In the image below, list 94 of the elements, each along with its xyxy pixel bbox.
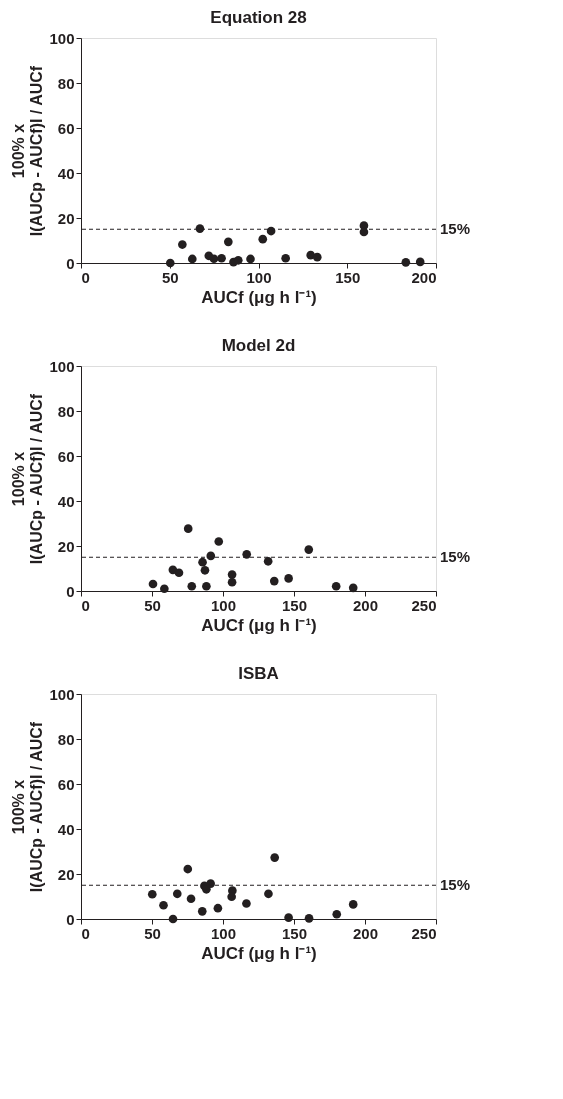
point — [198, 557, 207, 567]
x-axis-title: AUCf (μg h l⁻¹) — [201, 615, 317, 635]
y-tick-label: 20 — [57, 537, 75, 555]
x-tick-label: 150 — [281, 924, 308, 942]
point — [202, 581, 211, 591]
point — [214, 537, 224, 546]
x-axis-title: AUCf (μg h l⁻¹) — [201, 943, 317, 963]
point — [197, 907, 207, 916]
point — [312, 252, 322, 262]
x-tick-label: 150 — [335, 268, 361, 286]
y-tick-label: 20 — [57, 865, 75, 883]
y-tick-label: 60 — [57, 447, 75, 465]
point — [242, 550, 252, 559]
point — [284, 913, 293, 922]
point — [183, 864, 193, 874]
point — [304, 914, 314, 923]
point — [165, 258, 175, 268]
point — [348, 583, 358, 593]
x-tick-label: 50 — [144, 924, 161, 942]
y-tick-label: 40 — [57, 820, 75, 838]
point — [304, 545, 314, 554]
point — [187, 581, 197, 591]
point — [172, 889, 182, 899]
y-tick-label: 80 — [57, 74, 75, 92]
x-axis-title: AUCf (μg h l⁻¹) — [201, 287, 317, 307]
y-tick-label: 100 — [49, 685, 75, 703]
y-tick-label: 60 — [57, 775, 75, 793]
point — [233, 255, 243, 265]
point — [242, 899, 251, 908]
y-tick-label: 20 — [57, 209, 75, 227]
point — [227, 892, 236, 902]
point — [187, 254, 197, 264]
x-tick-label: 200 — [411, 268, 437, 286]
x-tick-label: 250 — [411, 596, 437, 614]
x-tick-label: 250 — [411, 924, 437, 942]
x-tick-label: 100 — [246, 268, 272, 286]
point — [213, 903, 223, 913]
point — [331, 581, 341, 591]
y-axis-title: 100% x I(AUCp - AUCf)I / AUCf — [10, 65, 46, 237]
point — [269, 576, 279, 586]
x-tick-label: 0 — [81, 924, 90, 942]
y-tick-label: 40 — [57, 492, 75, 510]
x-tick-label: 150 — [281, 596, 308, 614]
ref-line-label: 15% — [440, 220, 471, 238]
x-tick-label: 0 — [81, 596, 90, 614]
point — [178, 240, 187, 249]
point — [206, 879, 215, 888]
point — [332, 909, 342, 919]
point — [415, 257, 425, 267]
point — [348, 900, 358, 909]
point — [270, 853, 280, 862]
ref-line-label: 15% — [440, 548, 471, 566]
point — [186, 894, 196, 904]
point — [284, 574, 293, 583]
point — [264, 889, 273, 899]
y-axis-title: 100% x I(AUCp - AUCf)I / AUCf — [10, 721, 46, 893]
y-axis-title: 100% x I(AUCp - AUCf)I / AUCf — [10, 393, 46, 565]
x-tick-label: 0 — [81, 268, 90, 286]
point — [227, 570, 237, 579]
point — [160, 584, 169, 594]
point — [195, 224, 205, 233]
point — [227, 577, 237, 587]
y-tick-label: 40 — [57, 164, 75, 182]
point — [401, 258, 411, 267]
point — [223, 237, 233, 247]
chart-title: Model 2d — [221, 336, 296, 355]
y-tick-label: 0 — [66, 582, 75, 600]
point — [209, 254, 219, 264]
point — [147, 889, 157, 899]
point — [246, 254, 255, 264]
point — [183, 524, 193, 533]
y-tick-label: 80 — [57, 730, 75, 748]
point — [159, 900, 168, 910]
point — [217, 253, 226, 263]
x-tick-label: 50 — [161, 268, 179, 286]
point — [263, 556, 273, 566]
x-tick-label: 200 — [352, 596, 379, 614]
point — [200, 565, 210, 575]
x-tick-label: 50 — [144, 596, 161, 614]
point — [174, 568, 184, 578]
x-tick-label: 100 — [210, 596, 237, 614]
y-tick-label: 0 — [66, 910, 75, 928]
y-tick-label: 0 — [66, 254, 75, 272]
y-tick-label: 60 — [57, 119, 75, 137]
point — [258, 234, 268, 244]
x-tick-label: 200 — [352, 924, 379, 942]
point — [281, 253, 290, 263]
chart-title: Equation 28 — [210, 8, 307, 27]
y-tick-label: 80 — [57, 402, 75, 420]
x-tick-label: 100 — [210, 924, 237, 942]
y-tick-label: 100 — [49, 357, 75, 375]
ref-line-label: 15% — [440, 876, 471, 894]
chart-title: ISBA — [238, 664, 279, 683]
y-tick-label: 100 — [49, 29, 75, 47]
